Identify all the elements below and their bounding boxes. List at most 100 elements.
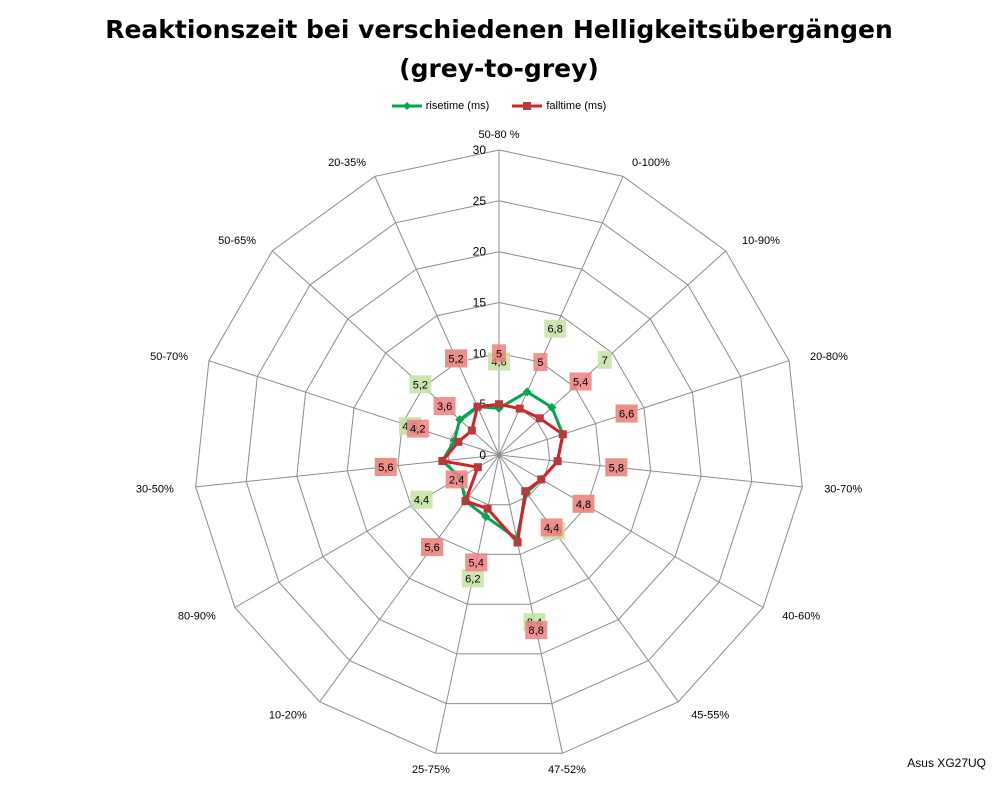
grid-ring-3 bbox=[346, 301, 652, 605]
falltime-data-label: 8,8 bbox=[529, 625, 544, 637]
falltime-point bbox=[537, 475, 546, 484]
falltime-label-bg bbox=[605, 458, 628, 477]
falltime-label-bg bbox=[433, 397, 456, 415]
falltime-data-label: 4,4 bbox=[544, 522, 559, 534]
falltime-data-label: 2,4 bbox=[449, 474, 464, 486]
falltime-label-bg bbox=[465, 553, 488, 572]
tick-label: 20 bbox=[473, 245, 487, 259]
falltime-point bbox=[558, 430, 567, 439]
category-label: 50-65% bbox=[218, 235, 256, 247]
tick-label: 15 bbox=[473, 296, 487, 310]
falltime-point bbox=[461, 497, 470, 506]
legend-label-falltime: falltime (ms) bbox=[546, 100, 607, 113]
risetime-data-label: 6,2 bbox=[465, 573, 480, 585]
falltime-point bbox=[521, 487, 530, 496]
spoke-9 bbox=[319, 454, 500, 703]
category-label: 25-75% bbox=[412, 764, 450, 776]
risetime-data-label: 6,8 bbox=[548, 324, 563, 336]
spoke-2 bbox=[498, 250, 727, 456]
legend-item-risetime: risetime (ms) bbox=[391, 100, 490, 113]
risetime-data-label: 4,4 bbox=[414, 495, 429, 507]
falltime-point bbox=[438, 457, 447, 465]
falltime-label-bg bbox=[492, 344, 506, 363]
falltime-label-bg bbox=[540, 518, 563, 537]
risetime-data-label: 5,2 bbox=[413, 379, 428, 391]
falltime-data-label: 5,4 bbox=[469, 557, 484, 569]
grid-ring-5 bbox=[245, 200, 753, 705]
category-label: 0-100% bbox=[632, 157, 670, 169]
falltime-data-label: 4,8 bbox=[576, 499, 591, 511]
falltime-data-label: 5,6 bbox=[378, 462, 393, 474]
series-line-falltime bbox=[440, 402, 565, 544]
falltime-data-label: 5,2 bbox=[448, 353, 463, 365]
falltime-point bbox=[454, 437, 463, 446]
grid-ring-4 bbox=[296, 251, 702, 655]
legend: risetime (ms) falltime (ms) bbox=[0, 100, 998, 112]
spoke-3 bbox=[498, 360, 790, 456]
risetime-point bbox=[547, 402, 557, 412]
falltime-label-bg bbox=[569, 372, 592, 391]
falltime-data-label: 6,6 bbox=[619, 409, 634, 421]
spoke-1 bbox=[498, 176, 624, 456]
falltime-label-bg bbox=[374, 457, 397, 476]
falltime-label-bg bbox=[421, 538, 444, 557]
falltime-point bbox=[535, 414, 544, 423]
legend-swatch-falltime bbox=[512, 102, 543, 111]
category-label: 30-50% bbox=[136, 484, 174, 496]
falltime-label-bg bbox=[445, 470, 468, 489]
spoke-4 bbox=[498, 454, 803, 488]
category-label: 20-35% bbox=[328, 157, 366, 169]
risetime-label-bg bbox=[544, 319, 567, 338]
spoke-11 bbox=[195, 454, 500, 488]
category-label: 40-60% bbox=[782, 611, 820, 623]
falltime-point bbox=[553, 457, 562, 466]
spoke-7 bbox=[498, 454, 563, 754]
chart-title-line: Reaktionszeit bei verschiedenen Helligke… bbox=[105, 15, 893, 44]
falltime-point bbox=[467, 426, 476, 435]
risetime-point bbox=[455, 415, 465, 425]
risetime-label-bg bbox=[597, 350, 612, 369]
falltime-point bbox=[495, 400, 503, 409]
series-line-risetime bbox=[440, 390, 565, 540]
risetime-data-label: 7 bbox=[602, 355, 608, 367]
falltime-label-bg bbox=[406, 419, 429, 438]
category-label: 20-80% bbox=[810, 351, 848, 363]
falltime-point bbox=[473, 463, 482, 472]
chart-title: Reaktionszeit bei verschiedenen Helligke… bbox=[0, 10, 998, 88]
falltime-data-label: 5,6 bbox=[424, 542, 439, 554]
falltime-data-label: 5,8 bbox=[609, 462, 624, 474]
category-label: 80-90% bbox=[178, 611, 216, 623]
chart-subtitle-line: (grey-to-grey) bbox=[399, 54, 599, 83]
legend-swatch-risetime bbox=[391, 102, 422, 111]
falltime-point bbox=[483, 504, 492, 513]
category-label: 10-90% bbox=[742, 235, 780, 247]
category-label: 30-70% bbox=[824, 484, 862, 496]
category-label: 47-52% bbox=[548, 764, 586, 776]
tick-label: 10 bbox=[473, 346, 487, 360]
legend-label-risetime: risetime (ms) bbox=[425, 100, 490, 113]
grid-ring-6 bbox=[195, 149, 803, 754]
falltime-label-bg bbox=[525, 621, 548, 639]
category-label: 50-70% bbox=[150, 351, 188, 363]
watermark: Asus XG27UQ bbox=[907, 756, 986, 770]
falltime-point bbox=[513, 538, 522, 547]
falltime-data-label: 3,6 bbox=[437, 401, 452, 413]
tick-label: 5 bbox=[479, 397, 486, 411]
spoke-6 bbox=[498, 454, 679, 703]
risetime-label-bg bbox=[409, 375, 432, 394]
risetime-label-bg bbox=[410, 490, 433, 509]
falltime-point bbox=[515, 404, 524, 413]
category-label: 50-80 % bbox=[479, 129, 520, 141]
tick-label: 25 bbox=[473, 194, 487, 208]
tick-label: 30 bbox=[473, 143, 487, 157]
falltime-label-bg bbox=[615, 404, 638, 423]
tick-label: 0 bbox=[479, 448, 486, 462]
falltime-label-bg bbox=[572, 494, 595, 513]
legend-item-falltime: falltime (ms) bbox=[512, 100, 606, 112]
falltime-data-label: 5 bbox=[537, 357, 543, 369]
falltime-data-label: 5,4 bbox=[573, 377, 588, 389]
category-label: 45-55% bbox=[691, 710, 729, 722]
category-label: 10-20% bbox=[269, 710, 307, 722]
falltime-point bbox=[473, 402, 482, 411]
